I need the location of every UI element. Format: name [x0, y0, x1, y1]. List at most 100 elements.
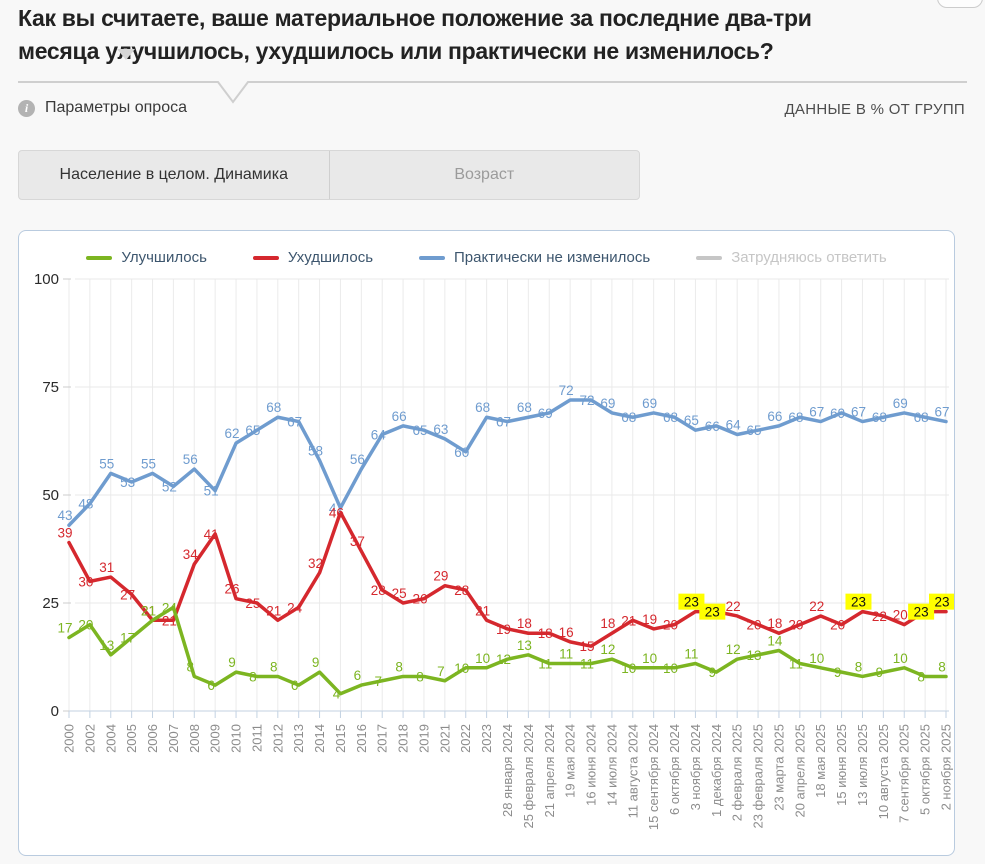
value-label-improved: 13	[747, 648, 762, 663]
chart-legend: Улучшилось Ухудшилось Практически не измен…	[19, 249, 954, 266]
value-label-worsened: 22	[726, 599, 741, 614]
value-label-worsened: 29	[433, 569, 448, 584]
x-axis-label: 28 января 2024	[500, 724, 515, 817]
x-axis-label: 2013	[291, 724, 306, 753]
info-icon: i	[18, 99, 35, 117]
value-label-worsened: 27	[120, 587, 135, 602]
value-label-unchanged: 51	[204, 484, 219, 499]
value-label-unchanged: 65	[747, 423, 762, 438]
x-axis-label: 5 октября 2025	[918, 724, 933, 815]
value-label-unchanged: 69	[893, 396, 908, 411]
value-label-worsened: 23	[914, 605, 929, 620]
x-axis-label: 13 июля 2025	[855, 724, 870, 806]
value-label-worsened: 23	[934, 595, 949, 610]
value-label-unchanged: 67	[934, 405, 949, 420]
x-axis-label: 2 февраля 2025	[730, 724, 745, 821]
x-axis-label: 2018	[396, 724, 411, 753]
value-label-worsened: 22	[809, 599, 824, 614]
x-axis-label: 19 мая 2024	[563, 724, 578, 798]
tab-population-dynamics[interactable]: Население в целом. Динамика	[59, 166, 288, 183]
chart-panel: Улучшилось Ухудшилось Практически не измен…	[18, 230, 955, 856]
value-label-worsened: 15	[580, 639, 595, 654]
value-label-unchanged: 68	[872, 410, 887, 425]
value-label-unchanged: 65	[245, 423, 260, 438]
value-label-unchanged: 53	[120, 475, 135, 490]
x-axis-label: 2015	[333, 724, 348, 753]
value-label-worsened: 21	[621, 613, 636, 628]
value-label-improved: 9	[228, 655, 236, 670]
x-axis-label: 14 июля 2024	[604, 724, 619, 806]
value-label-improved: 24	[162, 600, 178, 615]
value-label-worsened: 34	[183, 547, 199, 562]
value-label-worsened: 16	[559, 625, 574, 640]
value-label-improved: 21	[141, 603, 156, 618]
divider-with-notch	[18, 81, 967, 104]
trend-chart-svg: 0 25 50 75 100 2000 2002 2004 2005 2006 2007 2008 20…	[34, 271, 954, 830]
value-label-worsened: 21	[266, 603, 281, 618]
value-label-worsened: 32	[308, 556, 323, 571]
value-label-improved: 10	[621, 661, 636, 676]
legend-item-improved[interactable]: Улучшилось	[86, 249, 207, 266]
value-label-worsened: 46	[329, 505, 344, 520]
value-label-worsened: 21	[475, 603, 490, 618]
legend-item-worsened[interactable]: Ухудшилось	[252, 249, 374, 266]
value-label-improved: 8	[938, 659, 946, 674]
value-label-unchanged: 60	[454, 445, 469, 460]
value-label-unchanged: 43	[57, 508, 72, 523]
value-label-worsened: 28	[371, 583, 386, 598]
value-label-improved: 13	[99, 638, 114, 653]
tab-age[interactable]: Возраст	[328, 151, 640, 199]
value-label-worsened: 19	[642, 612, 657, 627]
value-label-unchanged: 68	[788, 410, 803, 425]
x-axis-label: 10 августа 2025	[876, 724, 891, 819]
value-label-unchanged: 62	[225, 426, 240, 441]
value-label-worsened: 26	[412, 592, 427, 607]
x-axis-label: 2017	[375, 724, 390, 753]
x-axis-label: 2019	[416, 724, 431, 753]
value-highlight-worsened	[699, 603, 726, 620]
value-label-worsened: 24	[287, 600, 303, 615]
value-label-unchanged: 58	[308, 443, 323, 458]
x-axis-label: 2016	[354, 724, 369, 753]
value-label-improved: 11	[538, 656, 552, 671]
x-axis-label: 2004	[103, 724, 118, 753]
value-label-worsened: 23	[684, 595, 699, 610]
legend-item-unchanged[interactable]: Практически не изменилось	[419, 249, 650, 266]
value-label-improved: 8	[395, 659, 403, 674]
active-tab-pointer	[117, 49, 135, 60]
value-label-improved: 4	[333, 687, 341, 702]
value-label-improved: 10	[893, 651, 908, 666]
x-axis-label: 20 апреля 2025	[792, 724, 807, 818]
value-label-improved: 12	[496, 652, 511, 667]
value-label-unchanged: 64	[726, 418, 742, 433]
value-label-improved: 6	[291, 678, 299, 693]
page-title: Как вы считаете, ваше материальное полож…	[18, 5, 812, 64]
y-axis-label: 75	[42, 379, 59, 396]
y-axis-label: 0	[51, 703, 59, 720]
tab-group: Население в целом. Динамика Возраст	[18, 150, 640, 200]
x-axis-label: 23 марта 2025	[771, 724, 786, 811]
series-line-unchanged	[67, 398, 948, 527]
legend-label-worsened: Ухудшилось	[287, 249, 374, 266]
legend-item-undecided[interactable]: Затрудняюсь ответить	[696, 249, 887, 266]
x-axis-label: 21 апреля 2024	[542, 724, 557, 818]
cutoff-top-right-button[interactable]	[937, 0, 983, 8]
x-axis-label: 2005	[124, 724, 139, 753]
value-label-unchanged: 66	[767, 409, 782, 424]
x-axis-label: 2023	[479, 724, 494, 753]
x-axis-label: 1 декабря 2024	[709, 724, 724, 817]
value-label-unchanged: 68	[266, 400, 281, 415]
value-label-improved: 7	[437, 664, 445, 679]
value-label-unchanged: 67	[851, 405, 866, 420]
legend-dash-unchanged	[419, 255, 446, 260]
value-label-improved: 20	[78, 618, 93, 633]
survey-params-button[interactable]: i Параметры опроса	[18, 99, 187, 117]
value-label-worsened: 21	[162, 613, 177, 628]
value-label-worsened: 23	[851, 595, 866, 610]
value-label-unchanged: 68	[517, 400, 532, 415]
value-highlight-worsened	[845, 593, 872, 610]
value-label-improved: 9	[834, 665, 842, 680]
value-label-unchanged: 66	[392, 409, 407, 424]
x-axis-label: 18 мая 2025	[813, 724, 828, 798]
legend-dash-undecided	[696, 255, 723, 260]
